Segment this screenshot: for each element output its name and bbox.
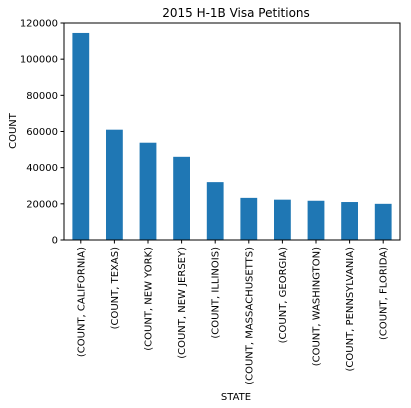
y-tick-label: 60000	[26, 127, 58, 138]
y-tick-label: 120000	[20, 19, 58, 30]
y-tick-label: 0	[52, 236, 58, 247]
y-tick-label: 100000	[20, 55, 58, 66]
y-axis-ticks: 0 20000 40000 60000 80000 100000 120000	[20, 19, 64, 247]
bar-series	[72, 32, 392, 241]
bar	[173, 156, 190, 240]
x-tick-label: (COUNT, MASSACHUSETTS)	[244, 247, 255, 385]
bar	[206, 182, 224, 240]
x-tick-label: (COUNT, CALIFORNIA)	[76, 247, 87, 357]
chart-title: 2015 H-1B Visa Petitions	[162, 6, 310, 20]
y-tick-label: 20000	[26, 199, 58, 210]
x-tick-label: (COUNT, TEXAS)	[110, 247, 121, 329]
bar	[106, 129, 123, 240]
x-tick-label: (COUNT, ILLINOIS)	[211, 247, 222, 339]
x-tick-label: (COUNT, NEW JERSEY)	[177, 247, 188, 359]
bar	[307, 200, 325, 240]
x-axis-ticks: (COUNT, CALIFORNIA) (COUNT, TEXAS) (COUNT,…	[76, 240, 390, 385]
x-tick-label: (COUNT, FLORIDA)	[379, 247, 390, 340]
bar	[240, 197, 258, 240]
bar	[139, 142, 157, 240]
y-tick-label: 40000	[26, 163, 58, 174]
bar	[72, 32, 90, 241]
x-tick-label: (COUNT, GEORGIA)	[278, 247, 289, 343]
bar	[374, 203, 392, 240]
bar	[341, 202, 358, 240]
x-tick-label: (COUNT, PENNSYLVANIA)	[345, 247, 356, 372]
x-tick-label: (COUNT, WASHINGTON)	[312, 247, 323, 366]
y-axis-title: COUNT	[8, 112, 19, 149]
x-tick-label: (COUNT, NEW YORK)	[144, 247, 155, 351]
x-axis-title: STATE	[221, 392, 251, 403]
bar	[274, 199, 291, 240]
y-tick-label: 80000	[26, 91, 58, 102]
plot-frame	[63, 22, 401, 241]
